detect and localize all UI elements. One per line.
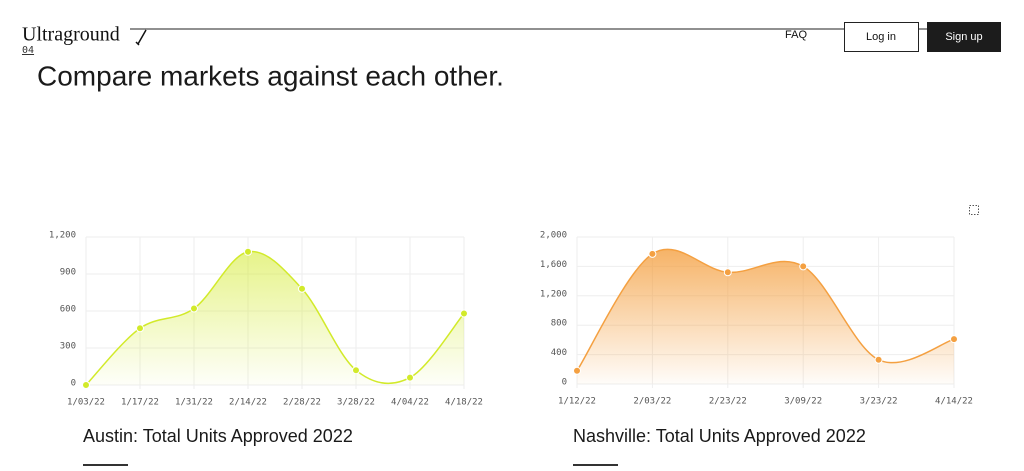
point [799,262,808,271]
y-tick-label: 1,200 [540,289,567,299]
area [577,249,954,384]
y-tick-label: 1,600 [540,260,567,270]
y-tick-label: 400 [551,348,567,358]
y-tick-label: 300 [60,342,76,352]
x-tick-label: 4/14/22 [935,397,973,407]
point [648,249,657,258]
x-tick-label: 2/14/22 [229,398,267,408]
point [298,284,306,293]
nav-link[interactable]: FAQ [785,29,807,41]
x-tick-label: 2/23/22 [709,397,747,407]
x-tick-label: 1/03/22 [67,398,105,408]
x-tick-label: 1/31/22 [175,398,213,408]
point [460,309,468,318]
login-label[interactable]: Log in [866,31,896,43]
area [86,251,464,385]
x-tick-label: 3/09/22 [784,397,822,407]
x-tick-label: 4/04/22 [391,398,429,408]
point [406,373,414,382]
x-tick-label: 2/28/22 [283,398,321,408]
x-tick-label: 3/23/22 [860,397,898,407]
x-tick-label: 3/28/22 [337,398,375,408]
point [190,304,198,313]
y-tick-label: 2,000 [540,231,567,241]
x-tick-label: 1/12/22 [558,397,596,407]
y-tick-label: 900 [60,268,76,278]
y-tick-label: 0 [562,378,567,388]
logo-mark [135,29,147,46]
point [82,381,90,389]
point [136,324,144,333]
signup-label[interactable]: Sign up [945,31,982,43]
logo[interactable]: Ultraground [22,24,120,46]
tab-underline [573,464,618,466]
chart-title: Nashville: Total Units Approved 2022 [573,426,866,446]
point [950,335,958,344]
y-tick-label: 600 [60,305,76,315]
login-button[interactable] [844,22,919,52]
x-tick-label: 2/03/22 [633,397,671,407]
chart-title: Austin: Total Units Approved 2022 [83,426,353,446]
point [573,366,581,375]
tab-underline [83,464,128,466]
x-tick-label: 4/18/22 [445,398,483,408]
signup-button[interactable] [927,22,1001,52]
badge: 04 [22,45,34,56]
expand-icon[interactable] [969,205,979,215]
point [723,268,732,277]
point [874,355,883,364]
headline: Compare markets against each other. [37,60,504,91]
y-tick-label: 1,200 [49,231,76,241]
y-tick-label: 800 [551,319,567,329]
point [352,366,360,375]
x-tick-label: 1/17/22 [121,398,159,408]
point [244,247,252,256]
y-tick-label: 0 [71,379,76,389]
